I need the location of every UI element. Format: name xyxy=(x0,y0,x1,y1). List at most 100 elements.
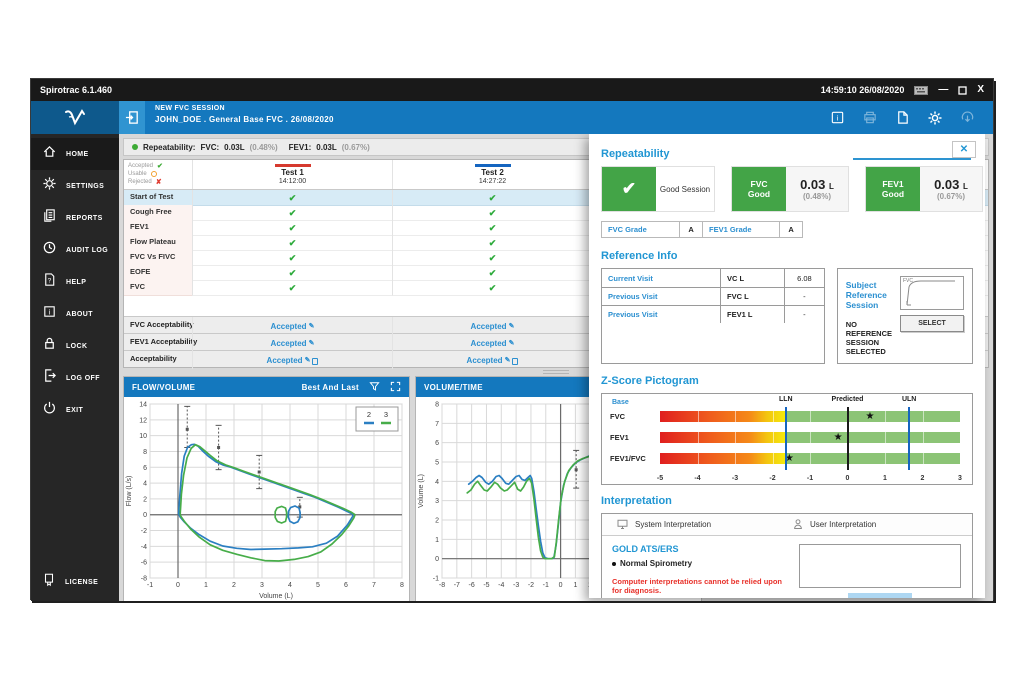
license-icon xyxy=(42,572,56,592)
interpretation-warning: Computer interpretations cannot be relie… xyxy=(612,577,783,595)
zscore-line-label: ULN xyxy=(901,396,917,403)
tab-user-interpretation[interactable]: User Interpretation xyxy=(792,518,876,532)
tab-system-interpretation[interactable]: System Interpretation xyxy=(602,518,792,532)
zscore-reference-line xyxy=(908,407,911,470)
svg-text:2: 2 xyxy=(143,496,147,503)
zscore-axis-tick: -1 xyxy=(806,475,814,482)
accepted-check-icon: ✔ xyxy=(288,283,297,293)
sidebar-item-audit-log[interactable]: AUDIT LOG xyxy=(31,234,119,266)
panel-close-button[interactable]: ✕ xyxy=(952,141,976,158)
svg-text:Flow (L/s): Flow (L/s) xyxy=(126,476,133,507)
acceptability-label: Acceptability xyxy=(130,354,177,363)
acceptability-edit-link[interactable]: Accepted ✎ xyxy=(471,319,515,335)
svg-text:-8: -8 xyxy=(439,582,445,589)
app-window: Spirotrac 6.1.460 14:59:10 26/08/2020 — … xyxy=(30,78,994,601)
reference-curve-thumbnail: FVC xyxy=(900,276,964,310)
test-column-header[interactable]: Test 2 14:27:22 xyxy=(392,160,592,189)
zscore-marker-star: ★ xyxy=(865,410,875,422)
svg-text:0: 0 xyxy=(176,582,180,589)
close-button[interactable]: X xyxy=(977,84,984,95)
zscore-bar xyxy=(660,453,960,464)
settings-icon[interactable] xyxy=(927,110,943,126)
vitalograph-logo xyxy=(31,101,119,134)
user-interpretation-input[interactable] xyxy=(799,544,961,588)
accepted-check-icon: ✔ xyxy=(288,223,297,233)
zscore-axis-tick: -3 xyxy=(731,475,739,482)
svg-text:-6: -6 xyxy=(469,582,475,589)
svg-text:6: 6 xyxy=(435,440,439,447)
svg-text:-1: -1 xyxy=(543,582,549,589)
svg-text:3: 3 xyxy=(260,582,264,589)
svg-text:5: 5 xyxy=(435,460,439,467)
acceptability-label: FVC Acceptability xyxy=(130,320,194,329)
chart-mode-label[interactable]: Best And Last xyxy=(301,382,359,392)
zscore-row-label: FVC xyxy=(610,412,625,421)
keyboard-icon[interactable] xyxy=(914,85,929,95)
flow-volume-panel: FLOW/VOLUME Best And Last -1 0 1 2 3 4 5 6 7 8 -8-… xyxy=(123,376,410,601)
sidebar-item-help[interactable]: ? HELP xyxy=(31,266,119,298)
interpretation-result: Normal Spirometry xyxy=(612,559,798,568)
test-name: Test 1 xyxy=(281,168,304,177)
sidebar-item-log-off[interactable]: LOG OFF xyxy=(31,362,119,394)
session-info-icon[interactable]: i xyxy=(830,110,845,125)
select-reference-button[interactable]: SELECT xyxy=(900,315,964,332)
svg-text:i: i xyxy=(49,309,51,316)
svg-text:-3: -3 xyxy=(513,582,519,589)
pencil-icon: ✎ xyxy=(304,357,311,364)
svg-text:-8: -8 xyxy=(141,576,147,583)
fev1-repeatability-card: FEV1 Good 0.03 L (0.67%) xyxy=(865,166,983,212)
svg-text:0: 0 xyxy=(559,582,563,589)
test-column-header[interactable]: Test 1 14:12:00 xyxy=(192,160,392,189)
svg-text:2: 2 xyxy=(367,410,371,419)
svg-text:4: 4 xyxy=(143,481,147,488)
sidebar-item-exit[interactable]: EXIT xyxy=(31,394,119,426)
acceptability-edit-link[interactable]: Accepted ✎ xyxy=(267,353,319,369)
splitter-handle[interactable] xyxy=(123,368,989,376)
zscore-bar xyxy=(660,432,960,443)
info-icon: i xyxy=(42,304,57,324)
pencil-icon: ✎ xyxy=(504,357,511,364)
fvc-grade-value: A xyxy=(679,222,702,237)
minimize-button[interactable]: — xyxy=(938,84,949,95)
session-subtitle: JOHN_DOE . General Base FVC . 26/08/2020 xyxy=(155,115,334,124)
status-dot xyxy=(132,144,138,150)
zscore-axis-tick: 0 xyxy=(845,475,850,482)
svg-text:-4: -4 xyxy=(141,544,147,551)
maximize-button[interactable] xyxy=(958,85,967,95)
accepted-check-icon: ✔ xyxy=(288,253,297,263)
subject-reference-status: NO REFERENCE SESSION SELECTED xyxy=(845,320,893,356)
accepted-check-icon: ✔ xyxy=(488,193,497,203)
note-icon xyxy=(512,357,519,365)
acceptability-edit-link[interactable]: Accepted ✎ xyxy=(271,336,315,352)
acceptability-edit-link[interactable]: Accepted ✎ xyxy=(271,319,315,335)
save-button[interactable]: SAVE xyxy=(848,593,912,598)
zscore-axis-tick: -2 xyxy=(769,475,776,482)
fev1-grade-value: A xyxy=(779,222,802,237)
sidebar-item-reports[interactable]: REPORTS xyxy=(31,202,119,234)
zscore-axis-tick: 1 xyxy=(883,475,887,482)
summary-label: Repeatability: xyxy=(143,142,196,152)
session-exit-button[interactable] xyxy=(119,101,145,134)
report-export-icon[interactable] xyxy=(895,110,910,125)
sidebar-item-about[interactable]: i ABOUT xyxy=(31,298,119,330)
acceptability-label: FEV1 Acceptability xyxy=(130,337,198,346)
filter-icon[interactable] xyxy=(369,381,380,394)
sidebar-item-license[interactable]: LICENSE xyxy=(31,567,119,597)
expand-icon[interactable] xyxy=(390,381,401,394)
svg-text:Volume (L): Volume (L) xyxy=(259,593,293,600)
pencil-icon: ✎ xyxy=(508,323,515,330)
sidebar-item-home[interactable]: HOME xyxy=(31,138,119,170)
acceptability-edit-link[interactable]: Accepted ✎ xyxy=(467,353,519,369)
svg-text:-1: -1 xyxy=(433,576,439,583)
sidebar-item-settings[interactable]: SETTINGS xyxy=(31,170,119,202)
svg-text:3: 3 xyxy=(384,410,388,419)
clock: 14:59:10 26/08/2020 xyxy=(820,85,905,95)
zscore-title: Z-Score Pictogram xyxy=(601,375,699,387)
accepted-check-icon: ✔ xyxy=(488,253,497,263)
svg-text:8: 8 xyxy=(143,449,147,456)
sidebar-item-lock[interactable]: LOCK xyxy=(31,330,119,362)
criteria-label: EOFE xyxy=(124,265,192,281)
download-icon[interactable] xyxy=(960,110,975,125)
acceptability-edit-link[interactable]: Accepted ✎ xyxy=(471,336,515,352)
print-icon[interactable] xyxy=(862,110,878,125)
